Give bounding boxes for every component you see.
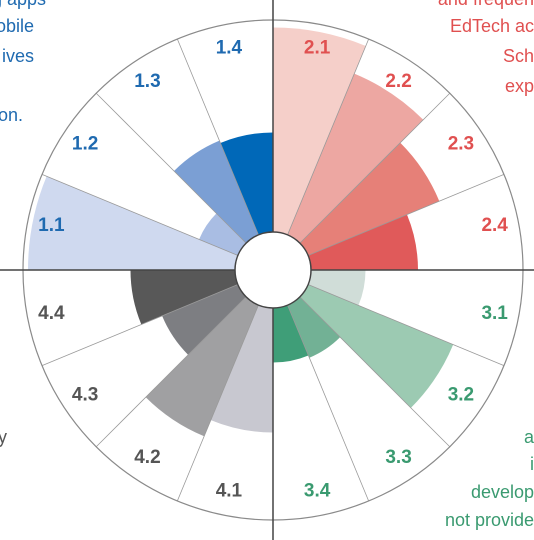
sector: [210, 270, 273, 433]
annotation: a: [524, 427, 534, 447]
sector: [273, 214, 418, 270]
sector: [273, 73, 424, 270]
sector-label: 4.3: [72, 385, 98, 406]
sector-label: 4.2: [134, 447, 160, 468]
spoke: [299, 92, 451, 244]
sector-label: 2.4: [481, 215, 508, 236]
annotation: i: [530, 454, 534, 474]
sector-label: 3.3: [385, 447, 411, 468]
sector-label: 1.4: [216, 37, 243, 58]
sector: [28, 176, 273, 270]
sector: [273, 270, 454, 408]
sector-label: 3.4: [304, 481, 331, 502]
spoke: [95, 92, 247, 244]
annotation: develop: [471, 482, 534, 502]
sector-label: 1.3: [134, 71, 160, 92]
sector: [174, 140, 273, 270]
spoke: [287, 304, 370, 502]
spoke: [307, 284, 505, 367]
sector-label: 2.3: [448, 133, 474, 154]
annotation: ives: [2, 46, 34, 66]
annotation: EdTech ac: [450, 16, 534, 36]
sector: [273, 142, 440, 270]
annotation: y: [0, 427, 7, 447]
annotation: Sch: [503, 46, 534, 66]
spoke: [287, 38, 370, 236]
spoke: [176, 38, 259, 236]
spoke: [41, 173, 239, 256]
spoke: [95, 296, 247, 448]
sector-label: 1.2: [72, 133, 98, 154]
sector: [273, 27, 366, 270]
sector-label: 2.1: [304, 37, 331, 58]
spoke: [176, 304, 259, 502]
hole: [234, 231, 312, 309]
annotation: and frequen: [438, 0, 534, 9]
annotation: g apps: [0, 0, 46, 9]
annotation: not provide: [445, 510, 534, 530]
sector-label: 3.2: [448, 385, 474, 406]
annotation: on.: [0, 105, 23, 125]
spoke: [41, 284, 239, 367]
sector-label: 4.1: [216, 481, 243, 502]
sector-label: 1.1: [38, 215, 65, 236]
annotation: exp: [505, 76, 534, 96]
spoke: [307, 173, 505, 256]
sector-label: 3.1: [481, 303, 508, 324]
sector-label: 4.4: [38, 303, 65, 324]
spoke: [299, 296, 451, 448]
sector-label: 2.2: [385, 71, 411, 92]
annotation: obile: [0, 16, 34, 36]
sector: [145, 270, 273, 437]
